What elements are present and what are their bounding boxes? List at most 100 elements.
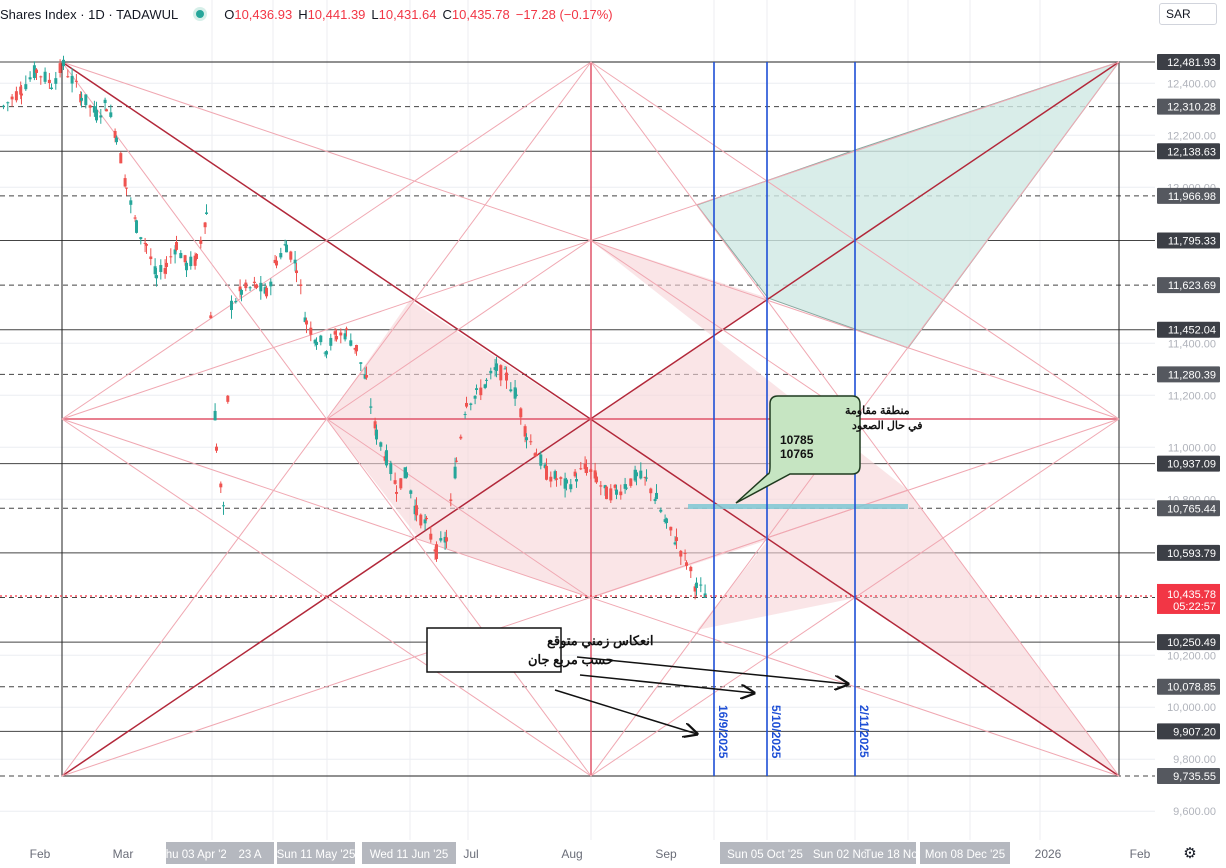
currency-selector[interactable]: SAR (1159, 3, 1217, 25)
candle-body (369, 406, 373, 408)
candle-body (699, 584, 703, 586)
price-level-badge (1157, 143, 1220, 160)
candle-body (359, 362, 363, 364)
x-highlight-badge (277, 842, 355, 864)
candle-body (385, 450, 388, 466)
candle-body (679, 550, 683, 557)
candle-body (489, 370, 493, 374)
candle-body (234, 300, 238, 303)
candle-body (10, 96, 14, 100)
high-value: 10,441.39 (307, 6, 366, 22)
candle-body (559, 477, 563, 479)
candle-body (683, 552, 687, 554)
candle-body (609, 488, 613, 501)
candle-body (84, 94, 88, 106)
price-level-badge (1157, 54, 1220, 70)
candle-body (103, 99, 107, 104)
close-value: 10,435.78 (451, 6, 510, 22)
candle-body (299, 284, 303, 286)
candle-body (453, 466, 457, 479)
callout-line-3: 10785 (780, 433, 814, 447)
price-level-label: 11,623.69 (1168, 280, 1216, 292)
gann-square (61, 61, 1121, 777)
candle-body (244, 282, 248, 289)
candle-body (509, 389, 513, 392)
resistance-zone (688, 504, 908, 509)
time-reversal-callout[interactable]: انعكاس زمني متوقع حسب مربع جان (426, 627, 653, 673)
open-value: 10,436.93 (234, 6, 293, 22)
candle-body (143, 242, 147, 244)
price-axis[interactable]: 12,400.0012,200.0012,000.0011,400.0011,2… (1155, 0, 1226, 840)
price-level-label: 10,078.85 (1167, 682, 1216, 694)
candle-body (469, 403, 473, 405)
candle-body (213, 410, 217, 421)
candle-body (653, 499, 657, 502)
y-tick-label: 10,000.00 (1167, 702, 1216, 714)
candle-body (455, 460, 458, 462)
time-axis[interactable]: Feb Mar Jul Aug Sep 2026 Feb Thu 03 Apr '25 23 A… (0, 840, 1226, 868)
last-price-label: 10,435.78 (1167, 589, 1216, 601)
callout-line-1: منطقة مقاومة (845, 405, 910, 417)
price-level-label: 11,795.33 (1168, 236, 1216, 248)
candle-body (573, 471, 577, 477)
low-value: 10,431.64 (378, 6, 437, 22)
gear-icon[interactable]: ⚙ (1183, 845, 1197, 862)
candle-body (689, 566, 693, 572)
x-tick-label: Jul (463, 847, 478, 861)
candle-body (495, 363, 498, 371)
candle-body (113, 131, 117, 138)
candle-body (695, 582, 698, 589)
resistance-callout[interactable]: منطقة مقاومة في حال الصعود 10785 10765 (735, 395, 923, 504)
candle-body (209, 315, 213, 319)
candle-body (203, 222, 207, 228)
candle-body (503, 368, 507, 370)
candle-body (269, 281, 273, 287)
price-level-label: 10,937.09 (1167, 459, 1216, 471)
price-level-badge (1157, 277, 1220, 294)
candle-body (465, 402, 468, 407)
high-label: H (298, 6, 308, 22)
candle-body (219, 483, 223, 488)
candle-body (645, 477, 648, 479)
candle-body (425, 517, 428, 520)
candle-body (535, 454, 538, 457)
x-highlight-label: 23 A (238, 849, 261, 861)
candle-body (635, 472, 638, 477)
price-level-badge (1157, 678, 1220, 695)
price-level-badge (1157, 634, 1220, 651)
x-highlight-label: Thu 03 Apr '25 (159, 849, 233, 861)
candle-body (169, 256, 173, 258)
candle-body (6, 102, 10, 104)
candle-body (569, 484, 573, 490)
candle-body (393, 480, 397, 484)
candle-body (303, 317, 307, 322)
candle-body (95, 109, 98, 121)
candle-body (275, 260, 278, 266)
candle-body (179, 252, 183, 259)
x-tick-label: Mar (113, 847, 134, 861)
candle-body (74, 80, 78, 82)
candle-body (563, 478, 567, 489)
price-level-label: 10,765.44 (1167, 503, 1216, 515)
candle-body (205, 212, 208, 214)
y-tick-label: 12,200.00 (1167, 130, 1216, 142)
price-level-badge (1157, 544, 1220, 561)
x-tick-label: 2026 (1035, 847, 1062, 861)
x-highlight-badge (920, 842, 1010, 864)
candle-body (133, 217, 137, 219)
symbol-title[interactable]: Shares Index · 1D · TADAWUL (0, 6, 179, 22)
candle-body (565, 479, 568, 484)
candle-body (523, 426, 527, 437)
candle-body (613, 484, 617, 488)
candle-body (629, 478, 633, 486)
x-highlight-badge (866, 842, 916, 864)
candle-body (54, 78, 58, 84)
candle-body (589, 469, 593, 472)
x-highlight-label: Sun 05 Oct '25 (727, 849, 803, 861)
candle-body (70, 75, 74, 84)
candle-body (449, 499, 453, 501)
candle-body (259, 282, 263, 292)
candle-body (24, 84, 28, 90)
price-axis-bg (1155, 0, 1226, 840)
